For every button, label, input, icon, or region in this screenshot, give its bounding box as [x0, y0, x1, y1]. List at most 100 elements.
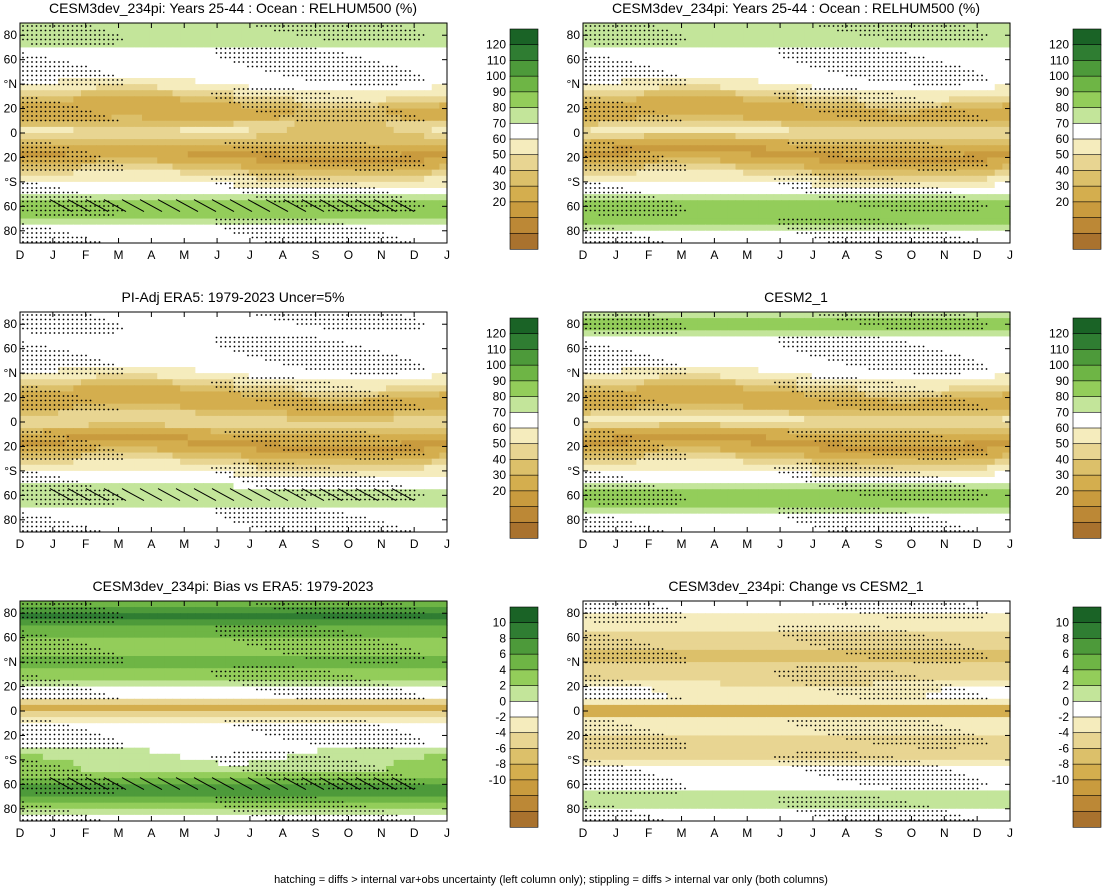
heatmap-cell — [294, 145, 303, 152]
stipple-dot — [346, 34, 348, 36]
heatmap-cell — [42, 139, 52, 146]
stipple-dot — [377, 25, 380, 27]
heatmap-cell — [111, 102, 120, 110]
heatmap-cell — [96, 212, 105, 220]
heatmap-cell — [65, 29, 74, 36]
heatmap-cell — [149, 151, 158, 159]
heatmap-cell — [773, 29, 782, 36]
heatmap-cell — [964, 120, 973, 128]
heatmap-cell — [834, 47, 843, 55]
heatmap-cell — [164, 90, 174, 97]
stipple-dot — [260, 227, 263, 230]
heatmap-cell — [58, 114, 67, 122]
heatmap-cell — [849, 84, 859, 91]
heatmap-cell — [355, 230, 364, 238]
heatmap-cell — [81, 53, 90, 61]
heatmap-cell — [279, 114, 288, 122]
heatmap-cell — [628, 120, 637, 128]
heatmap-cell — [926, 102, 935, 110]
stipple-dot — [53, 79, 56, 81]
heatmap-cell — [408, 78, 418, 85]
stipple-dot — [116, 119, 119, 122]
stipple-dot — [233, 56, 236, 59]
stipple-dot — [283, 223, 285, 225]
colorbar-label: 60 — [493, 132, 507, 146]
stipple-dot — [310, 56, 312, 59]
stipple-dot — [283, 29, 285, 32]
heatmap-cell — [903, 65, 912, 73]
heatmap-cell — [705, 84, 714, 91]
heatmap-cell — [195, 224, 204, 232]
stipple-dot — [391, 155, 393, 158]
stipple-dot — [247, 61, 249, 63]
heatmap-cell — [393, 157, 402, 165]
stipple-dot — [310, 106, 312, 108]
heatmap-cell — [233, 35, 242, 42]
heatmap-cell — [88, 163, 97, 171]
heatmap-cell — [180, 84, 189, 91]
heatmap-cell — [340, 139, 349, 146]
heatmap-cell — [218, 90, 227, 97]
stipple-dot — [346, 79, 348, 81]
heatmap-cell — [363, 102, 372, 110]
heatmap-cell — [378, 53, 387, 61]
heatmap-cell — [286, 133, 296, 140]
stipple-dot — [314, 227, 317, 230]
heatmap-cell — [286, 218, 296, 226]
stipple-dot — [62, 232, 65, 234]
heatmap-cell — [408, 181, 418, 189]
stipple-dot — [323, 34, 326, 36]
heatmap-cell — [773, 65, 782, 73]
stipple-dot — [355, 187, 357, 189]
heatmap-cell — [758, 120, 767, 128]
stipple-dot — [400, 196, 402, 198]
heatmap-cell — [386, 151, 395, 159]
heatmap-cell — [164, 236, 174, 244]
stipple-dot — [368, 70, 371, 72]
stipple-dot — [107, 119, 110, 122]
heatmap-cell — [598, 126, 607, 134]
heatmap-cell — [50, 188, 59, 195]
stipple-dot — [58, 160, 60, 162]
heatmap-cell — [598, 53, 607, 61]
heatmap-cell — [142, 59, 151, 67]
stipple-dot — [328, 223, 330, 225]
stipple-dot — [328, 29, 330, 32]
heatmap-cell — [386, 175, 395, 183]
heatmap-cell — [256, 102, 265, 110]
stipple-dot — [58, 146, 60, 149]
heatmap-cell — [872, 59, 881, 67]
heatmap-cell — [727, 78, 737, 85]
stipple-dot — [355, 101, 357, 104]
heatmap-cell — [773, 126, 782, 134]
heatmap-cell — [309, 200, 318, 207]
heatmap-cell — [111, 23, 120, 30]
heatmap-cell — [370, 41, 379, 49]
heatmap-cell — [941, 126, 950, 134]
stipple-dot — [71, 196, 74, 198]
heatmap-cell — [666, 108, 676, 116]
heatmap-cell — [58, 212, 67, 220]
stipple-dot — [44, 106, 47, 108]
heatmap-cell — [651, 71, 660, 79]
heatmap-cell — [81, 218, 90, 226]
stipple-dot — [265, 25, 267, 27]
heatmap-cell — [347, 84, 357, 91]
heatmap-cell — [393, 53, 402, 61]
heatmap-cell — [994, 47, 1003, 55]
heatmap-cell — [393, 224, 402, 232]
stipple-dot — [346, 65, 348, 68]
heatmap-cell — [157, 145, 166, 152]
heatmap-cell — [949, 90, 958, 97]
heatmap-cell — [27, 59, 36, 67]
stipple-dot — [373, 25, 375, 27]
heatmap-cell — [195, 194, 204, 201]
heatmap-cell — [225, 65, 235, 73]
colorbar-swatch — [509, 107, 539, 124]
heatmap-cell — [42, 29, 52, 36]
heatmap-cell — [416, 145, 425, 152]
heatmap-cell — [73, 84, 82, 91]
heatmap-cell — [439, 120, 448, 128]
stipple-dot — [359, 74, 362, 77]
y-tick-label: 80 — [4, 224, 18, 238]
